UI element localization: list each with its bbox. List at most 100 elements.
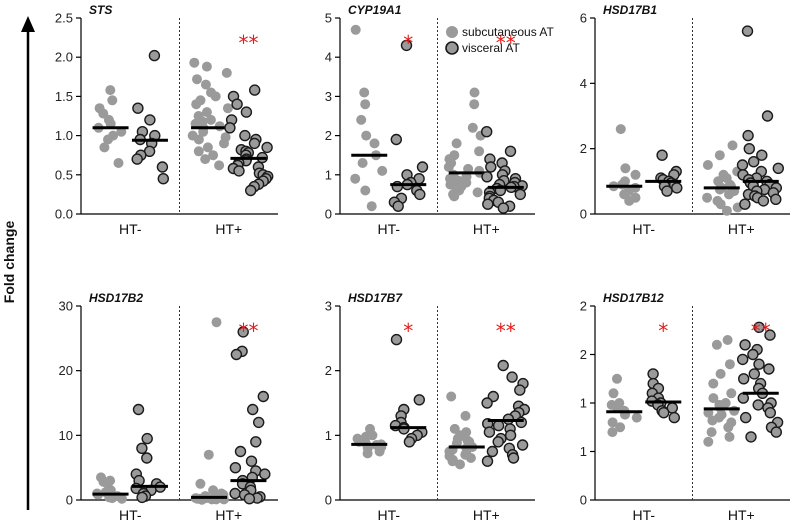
visceral-point bbox=[483, 426, 496, 438]
subcutaneous-point bbox=[722, 335, 733, 345]
panel-title: CYP19A1 bbox=[348, 3, 402, 17]
visceral-point bbox=[157, 172, 170, 185]
visceral-point bbox=[770, 193, 782, 206]
visceral-point bbox=[497, 359, 509, 372]
significance-star: * bbox=[403, 319, 413, 343]
subcutaneous-point bbox=[201, 107, 212, 118]
subcutaneous-point bbox=[116, 493, 127, 504]
subcutaneous-point bbox=[99, 142, 110, 153]
subcutaneous-point bbox=[630, 169, 641, 180]
visceral-point bbox=[392, 200, 404, 212]
legend-label-visceral: visceral AT bbox=[462, 41, 520, 55]
group-label: HT+ bbox=[215, 507, 242, 523]
y-tick-label: 0 bbox=[325, 493, 332, 508]
visceral-point bbox=[661, 185, 673, 197]
subcutaneous-point bbox=[474, 146, 485, 157]
visceral-point bbox=[400, 39, 413, 52]
y-tick-label: 30 bbox=[59, 299, 73, 314]
group-label: HT+ bbox=[473, 221, 500, 237]
group-label: HT+ bbox=[728, 221, 755, 237]
group-label: HT- bbox=[632, 221, 655, 237]
subcutaneous-point bbox=[460, 410, 471, 421]
visceral-point bbox=[671, 182, 683, 194]
significance-star: * bbox=[658, 319, 668, 343]
visceral-point bbox=[506, 371, 518, 383]
visceral-point bbox=[763, 363, 775, 375]
subcutaneous-point bbox=[195, 478, 206, 489]
y-tick-label: 0.0 bbox=[55, 207, 73, 222]
subcutaneous-point bbox=[202, 142, 213, 153]
y-tick-label: 0.5 bbox=[55, 167, 73, 182]
subcutaneous-point bbox=[469, 87, 480, 98]
significance-star: ** bbox=[496, 31, 516, 55]
subcutaneous-point bbox=[615, 124, 626, 135]
y-tick-label: 1.5 bbox=[55, 89, 73, 104]
subcutaneous-point bbox=[193, 146, 204, 157]
subcutaneous-point bbox=[361, 130, 372, 141]
visceral-point bbox=[752, 399, 764, 411]
subcutaneous-point bbox=[203, 449, 214, 460]
subcutaneous-point bbox=[631, 412, 642, 423]
subcutaneous-point bbox=[208, 150, 219, 161]
visceral-point bbox=[259, 468, 271, 480]
visceral-point bbox=[230, 348, 243, 361]
y-tick-label: 10 bbox=[59, 428, 73, 443]
panel-3: 0 10 20 30 HSD17B2 HT- HT+ ** bbox=[59, 291, 278, 523]
visceral-point bbox=[770, 426, 782, 438]
subcutaneous-point bbox=[708, 378, 719, 389]
visceral-point bbox=[481, 125, 493, 138]
visceral-point bbox=[413, 394, 425, 406]
panel-2: 0 2 4 6 HSD17B1 HT- HT+ bbox=[580, 3, 790, 237]
visceral-point bbox=[136, 442, 148, 454]
subcutaneous-point bbox=[208, 485, 219, 496]
subcutaneous-point bbox=[447, 456, 458, 467]
visceral-point bbox=[668, 411, 680, 424]
visceral-point bbox=[516, 439, 529, 451]
subcutaneous-point bbox=[724, 189, 734, 200]
visceral-point bbox=[132, 102, 144, 114]
subcutaneous-point bbox=[724, 431, 735, 442]
subcutaneous-point bbox=[726, 388, 737, 399]
visceral-point bbox=[515, 416, 527, 429]
visceral-point bbox=[132, 403, 145, 416]
subcutaneous-point bbox=[201, 61, 212, 72]
visceral-point bbox=[738, 373, 750, 385]
visceral-point bbox=[658, 407, 670, 419]
y-axis-arrow bbox=[21, 16, 35, 510]
y-tick-label: 20 bbox=[59, 363, 73, 378]
visceral-point bbox=[507, 452, 520, 464]
subcutaneous-point bbox=[362, 448, 373, 459]
y-tick-label: 2.5 bbox=[55, 11, 73, 26]
subcutaneous-point bbox=[113, 158, 124, 168]
y-tick-label: 0 bbox=[580, 207, 587, 222]
subcutaneous-point bbox=[443, 162, 454, 172]
visceral-point bbox=[481, 455, 494, 467]
y-tick-label: 4 bbox=[325, 50, 332, 65]
y-axis-label: Fold change bbox=[1, 221, 17, 304]
subcutaneous-point bbox=[206, 494, 217, 505]
visceral-point bbox=[240, 106, 253, 118]
visceral-point bbox=[481, 171, 493, 183]
legend-marker-visceral bbox=[445, 41, 459, 55]
y-tick-label: 4 bbox=[580, 76, 587, 91]
visceral-point bbox=[136, 491, 148, 504]
visceral-point bbox=[224, 122, 236, 134]
visceral-point bbox=[492, 436, 504, 448]
subcutaneous-point bbox=[703, 436, 714, 447]
visceral-point bbox=[757, 195, 770, 207]
subcutaneous-point bbox=[200, 154, 211, 165]
visceral-point bbox=[481, 397, 493, 409]
group-label: HT+ bbox=[728, 507, 755, 523]
panel-title: HSD17B2 bbox=[89, 291, 143, 305]
visceral-point bbox=[141, 452, 153, 464]
subcutaneous-point bbox=[607, 427, 618, 438]
y-tick-label: 2 bbox=[580, 299, 587, 314]
visceral-point bbox=[248, 137, 261, 150]
panel-4: 0 1 2 3 HSD17B7 HT- * HT+ ** bbox=[325, 291, 535, 523]
group-label: HT- bbox=[377, 507, 400, 523]
visceral-point bbox=[748, 155, 760, 168]
group-label: HT+ bbox=[473, 507, 500, 523]
subcutaneous-point bbox=[469, 99, 480, 110]
group-label: HT- bbox=[119, 221, 142, 237]
subcutaneous-point bbox=[193, 134, 204, 145]
